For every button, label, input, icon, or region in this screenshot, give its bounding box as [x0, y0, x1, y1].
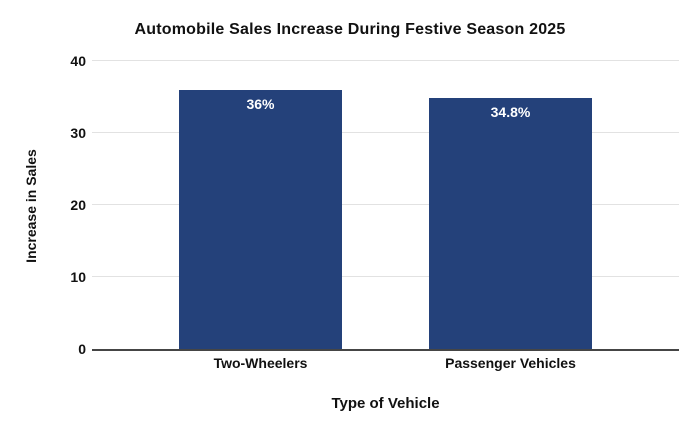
y-axis-ticks: 0 10 20 30 40	[0, 53, 86, 357]
x-axis-labels: Two-Wheelers Passenger Vehicles	[92, 355, 679, 371]
y-tick-label: 10	[70, 269, 86, 285]
plot-area: 36% 34.8%	[92, 60, 679, 351]
x-axis-title: Type of Vehicle	[331, 395, 440, 412]
gridline	[92, 204, 679, 205]
bar-two-wheelers: 36%	[179, 89, 342, 349]
gridline	[92, 60, 679, 61]
chart-title: Automobile Sales Increase During Festive…	[134, 21, 566, 38]
gridline	[92, 132, 679, 133]
y-tick-label: 30	[70, 125, 86, 141]
x-tick-label: Passenger Vehicles	[445, 355, 576, 371]
y-tick-label: 40	[70, 53, 86, 69]
bar-value-label: 34.8%	[490, 104, 531, 121]
bar-passenger-vehicles: 34.8%	[429, 98, 592, 349]
y-tick-label: 0	[78, 341, 86, 357]
x-tick-label: Two-Wheelers	[213, 355, 308, 371]
bar-value-label: 36%	[246, 95, 275, 112]
bars-row: 36% 34.8%	[92, 61, 679, 349]
gridline	[92, 276, 679, 277]
y-tick-label: 20	[70, 197, 86, 213]
